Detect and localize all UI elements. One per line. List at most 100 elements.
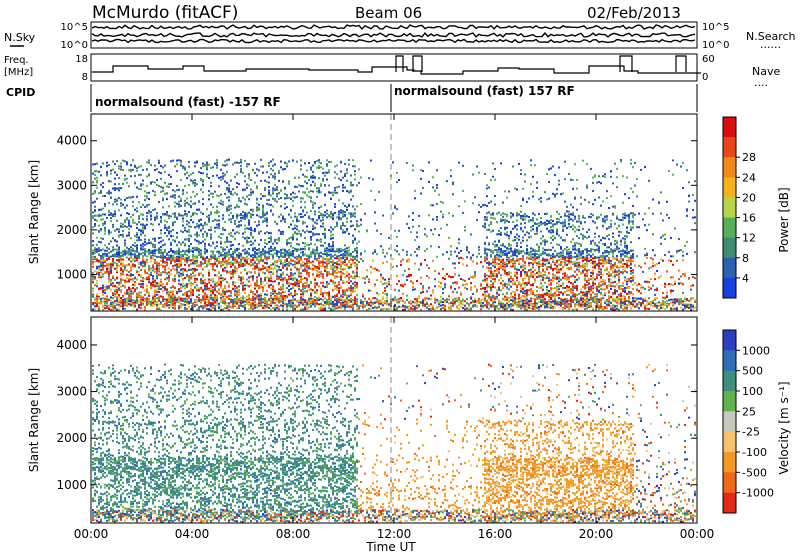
data-cell xyxy=(290,258,292,261)
data-cell xyxy=(140,295,142,298)
data-cell xyxy=(320,275,322,278)
data-cell xyxy=(246,261,248,263)
data-cell xyxy=(280,260,282,263)
data-cell xyxy=(314,213,316,216)
data-cell xyxy=(224,180,226,183)
ground-cell xyxy=(212,307,214,309)
data-cell xyxy=(240,213,242,215)
data-cell xyxy=(110,279,112,282)
noise-trace-2 xyxy=(91,38,696,44)
data-cell xyxy=(284,277,286,280)
data-cell xyxy=(238,252,240,255)
data-cell xyxy=(168,267,170,270)
data-cell xyxy=(182,254,184,257)
data-cell xyxy=(132,292,134,295)
data-cell xyxy=(328,248,330,251)
data-cell xyxy=(172,224,174,227)
data-cell xyxy=(128,248,130,251)
ground-cell xyxy=(256,303,258,306)
data-cell xyxy=(324,261,326,264)
data-cell xyxy=(238,291,240,294)
data-cell xyxy=(230,290,232,293)
data-cell xyxy=(230,221,232,224)
data-cell xyxy=(340,160,342,163)
data-cell xyxy=(250,191,252,194)
data-cell xyxy=(142,286,144,289)
data-cell xyxy=(322,172,324,175)
data-cell xyxy=(146,255,148,258)
ground-cell xyxy=(134,300,136,303)
data-cell xyxy=(168,274,170,277)
data-cell xyxy=(100,255,102,257)
data-cell xyxy=(188,259,190,262)
data-cell xyxy=(174,295,176,298)
ground-cell xyxy=(188,306,190,309)
ground-cell xyxy=(190,308,192,310)
data-cell xyxy=(240,158,242,161)
data-cell xyxy=(256,206,258,209)
ground-cell xyxy=(244,307,246,309)
data-cell xyxy=(344,264,346,267)
data-cell xyxy=(274,302,276,304)
data-cell xyxy=(220,246,222,249)
data-cell xyxy=(178,282,180,285)
ground-cell xyxy=(252,302,254,305)
data-cell xyxy=(260,197,262,200)
data-cell xyxy=(338,289,340,292)
data-cell xyxy=(306,182,308,185)
data-cell xyxy=(252,259,254,261)
data-cell xyxy=(178,241,180,244)
data-cell xyxy=(222,269,224,272)
data-cell xyxy=(276,186,278,189)
data-cell xyxy=(332,262,334,265)
data-cell xyxy=(108,257,110,260)
data-cell xyxy=(292,196,294,199)
data-cell xyxy=(158,273,160,276)
data-cell xyxy=(156,293,158,296)
data-cell xyxy=(320,219,322,222)
data-cell xyxy=(326,286,328,288)
data-cell xyxy=(146,261,148,264)
data-cell xyxy=(166,229,168,232)
data-cell xyxy=(126,218,128,221)
data-cell xyxy=(168,257,170,260)
data-cell xyxy=(138,221,140,223)
data-cell xyxy=(314,282,316,285)
ground-cell xyxy=(118,308,120,311)
data-cell xyxy=(272,263,274,266)
data-cell xyxy=(204,287,206,290)
data-cell xyxy=(188,210,190,213)
data-cell xyxy=(176,256,178,259)
data-cell xyxy=(110,305,112,308)
data-cell xyxy=(208,259,210,262)
data-cell xyxy=(120,257,122,260)
data-cell xyxy=(176,266,178,269)
data-cell xyxy=(286,258,288,261)
data-cell xyxy=(196,278,198,280)
data-cell xyxy=(316,233,318,236)
data-cell xyxy=(244,284,246,287)
data-cell xyxy=(258,249,260,252)
data-cell xyxy=(330,160,332,163)
data-cell xyxy=(298,271,300,274)
data-cell xyxy=(146,304,148,306)
data-cell xyxy=(158,247,160,250)
ground-cell xyxy=(128,298,130,301)
ground-cell xyxy=(246,300,248,303)
data-cell xyxy=(94,277,96,280)
date-title: 02/Feb/2013 xyxy=(587,4,681,22)
data-cell xyxy=(300,277,302,280)
data-cell xyxy=(160,236,162,239)
noise-panel-frame xyxy=(90,21,698,49)
data-cell xyxy=(132,283,134,286)
data-cell xyxy=(336,255,338,258)
data-cell xyxy=(122,225,124,228)
data-cell xyxy=(274,262,276,265)
data-cell xyxy=(306,257,308,260)
data-cell xyxy=(330,296,332,299)
ground-cell xyxy=(236,301,238,304)
data-cell xyxy=(96,259,98,262)
data-cell xyxy=(264,250,266,253)
data-cell xyxy=(284,207,286,210)
data-cell xyxy=(292,259,294,262)
